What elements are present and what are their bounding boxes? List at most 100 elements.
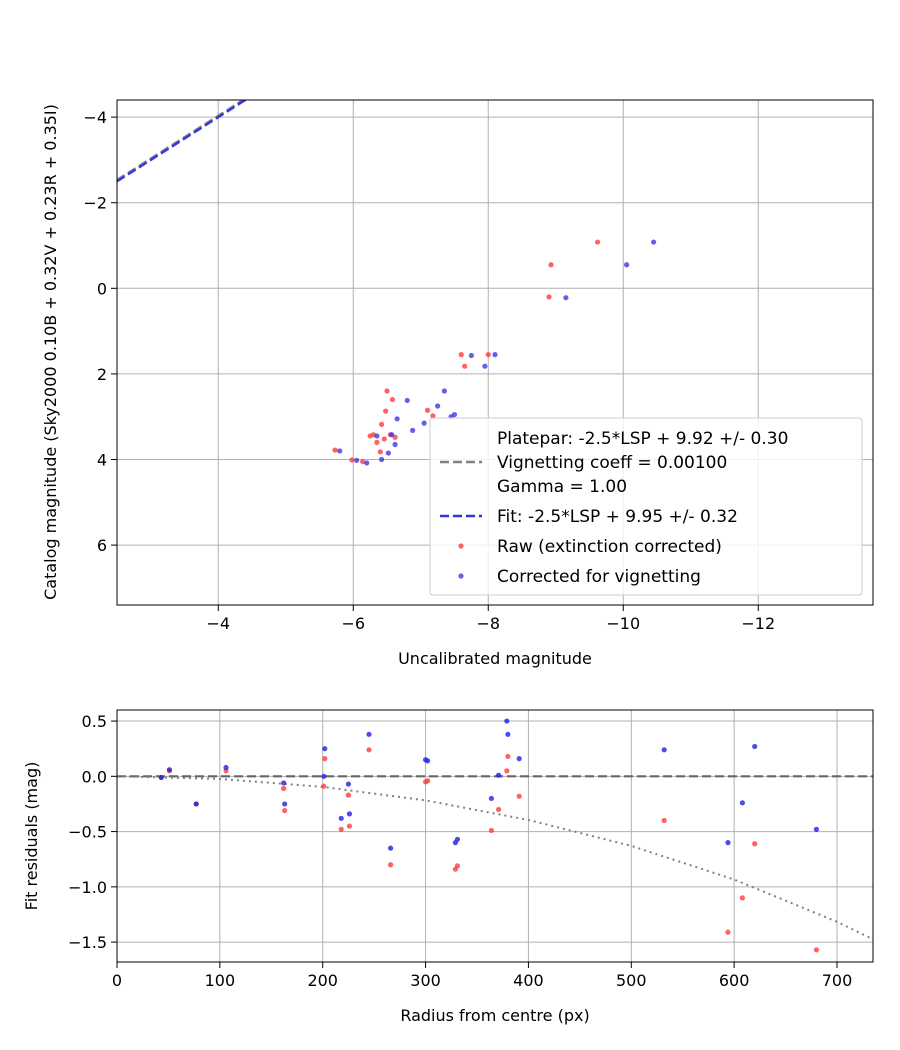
corrected-point bbox=[563, 295, 569, 301]
corrected-point bbox=[482, 363, 488, 369]
x-tick-label: 500 bbox=[616, 971, 647, 990]
raw-point bbox=[813, 947, 820, 953]
x-tick-label: 300 bbox=[410, 971, 441, 990]
top-x-axis-label: Uncalibrated magnitude bbox=[398, 649, 592, 668]
y-tick-label: −1.5 bbox=[68, 933, 107, 952]
legend-fit-label: Fit: -2.5*LSP + 9.95 +/- 0.32 bbox=[497, 507, 738, 527]
y-tick-label: −0.5 bbox=[68, 823, 107, 842]
raw-point bbox=[383, 408, 389, 414]
corrected-point bbox=[223, 764, 229, 771]
raw-point bbox=[322, 756, 328, 762]
legend-platepar-line2: Vignetting coeff = 0.00100 bbox=[497, 453, 727, 473]
corrected-point bbox=[516, 756, 522, 762]
raw-point bbox=[425, 778, 431, 784]
corrected-point bbox=[651, 239, 657, 245]
raw-point bbox=[496, 806, 502, 813]
corrected-point bbox=[374, 433, 380, 439]
raw-point bbox=[430, 413, 436, 419]
corrected-point bbox=[488, 795, 494, 802]
x-tick-label: −12 bbox=[741, 614, 775, 633]
legend-corrected-label: Corrected for vignetting bbox=[497, 567, 701, 587]
corrected-point bbox=[441, 388, 447, 394]
corrected-point bbox=[752, 743, 758, 750]
corrected-point bbox=[158, 774, 164, 781]
raw-point bbox=[424, 407, 431, 413]
bottom-plot-frame bbox=[116, 709, 874, 963]
corrected-point bbox=[321, 773, 327, 779]
raw-point bbox=[462, 363, 468, 369]
legend-corrected-marker bbox=[458, 573, 464, 579]
corrected-point bbox=[338, 815, 344, 821]
vignetting-curve bbox=[116, 775, 874, 941]
raw-point bbox=[374, 439, 380, 445]
corrected-point bbox=[661, 747, 667, 753]
y-tick-label: −1.0 bbox=[68, 878, 107, 897]
corrected-point bbox=[813, 826, 820, 832]
corrected-point bbox=[366, 731, 372, 737]
top-fit-lines bbox=[117, 100, 248, 183]
corrected-point bbox=[282, 801, 288, 807]
raw-point bbox=[488, 827, 494, 834]
raw-point bbox=[349, 457, 355, 463]
corrected-point bbox=[725, 840, 731, 846]
raw-point bbox=[458, 352, 464, 358]
bottom-ticks: 0 100 200 300 400 500 600 700 0.5 0.0 −0.5 −1.0 −1.5 bbox=[68, 712, 852, 990]
raw-point bbox=[366, 747, 372, 753]
corrected-point bbox=[337, 448, 343, 454]
residuals-chart: 0 100 200 300 400 500 600 700 0.5 0.0 −0.5 −1.0 −1.5… bbox=[22, 709, 874, 1025]
top-plot-frame bbox=[116, 99, 874, 606]
legend-raw-marker bbox=[458, 543, 464, 549]
raw-point bbox=[752, 841, 758, 847]
legend-platepar-line1: Platepar: -2.5*LSP + 9.92 +/- 0.30 bbox=[497, 429, 788, 449]
raw-point bbox=[281, 785, 287, 792]
corrected-point bbox=[379, 456, 385, 463]
bottom-grid bbox=[116, 710, 873, 962]
corrected-point bbox=[425, 758, 431, 764]
raw-point bbox=[595, 239, 601, 245]
corrected-point bbox=[281, 780, 287, 786]
raw-point bbox=[345, 792, 352, 798]
raw-point bbox=[338, 826, 344, 832]
raw-point bbox=[739, 895, 745, 901]
y-tick-label: 0.0 bbox=[82, 767, 107, 786]
corrected-point bbox=[364, 460, 370, 466]
corrected-point bbox=[193, 801, 199, 807]
top-ticks: −4 −6 −8 −10 −12 −4 −2 0 2 4 6 bbox=[83, 108, 775, 633]
x-tick-label: −10 bbox=[606, 614, 640, 633]
corrected-point bbox=[421, 420, 427, 426]
raw-point bbox=[485, 352, 491, 358]
x-tick-label: −6 bbox=[341, 614, 365, 633]
corrected-point bbox=[468, 352, 474, 359]
y-tick-label: 6 bbox=[97, 536, 107, 555]
corrected-point bbox=[404, 397, 410, 404]
raw-point bbox=[332, 447, 338, 453]
corrected-point bbox=[385, 450, 391, 456]
corrected-point bbox=[410, 427, 416, 433]
raw-point bbox=[504, 768, 510, 774]
top-y-axis-label: Catalog magnitude (Sky2000 0.10B + 0.32V… bbox=[41, 104, 60, 600]
x-tick-label: 100 bbox=[205, 971, 236, 990]
corrected-point bbox=[492, 352, 498, 358]
corrected-point bbox=[394, 416, 400, 422]
raw-point bbox=[546, 294, 552, 300]
x-tick-label: −4 bbox=[206, 614, 230, 633]
y-tick-label: 2 bbox=[97, 365, 107, 384]
corrected-point bbox=[451, 411, 458, 418]
corrected-point bbox=[435, 403, 441, 409]
raw-point bbox=[381, 436, 387, 442]
corrected-point bbox=[166, 767, 173, 773]
x-tick-label: 400 bbox=[513, 971, 544, 990]
raw-point bbox=[454, 863, 461, 869]
x-tick-label: 0 bbox=[112, 971, 122, 990]
bottom-reference-lines bbox=[116, 775, 874, 941]
legend-platepar-line3: Gamma = 1.00 bbox=[497, 477, 627, 497]
raw-point bbox=[346, 823, 353, 829]
corrected-point bbox=[504, 718, 510, 724]
x-tick-label: 700 bbox=[822, 971, 853, 990]
raw-point bbox=[379, 421, 385, 427]
raw-point bbox=[282, 807, 288, 814]
corrected-point bbox=[388, 845, 394, 851]
corrected-point bbox=[505, 731, 511, 737]
bottom-points bbox=[158, 718, 820, 953]
x-tick-label: −8 bbox=[476, 614, 500, 633]
